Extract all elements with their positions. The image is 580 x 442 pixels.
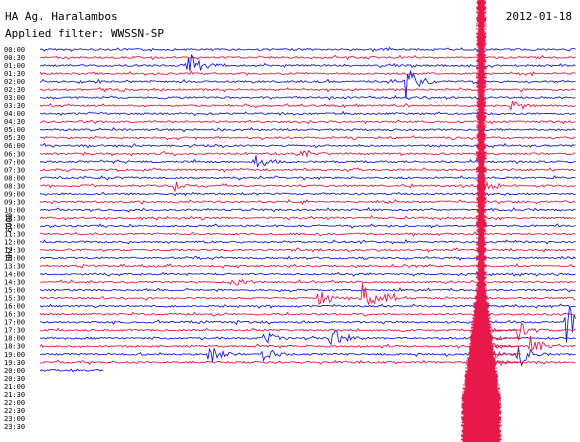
trace-row (39, 287, 576, 293)
time-label: 06:30 (4, 150, 25, 158)
time-label: 14:30 (4, 279, 25, 287)
time-label: 04:30 (4, 118, 25, 126)
time-label: 01:00 (4, 62, 25, 70)
trace-row (39, 142, 576, 149)
filter-label: Applied filter: WWSSN-SP (5, 27, 164, 40)
time-label: 09:00 (4, 190, 25, 198)
trace-row (39, 175, 576, 181)
trace-row (39, 271, 576, 277)
time-label: 13:00 (4, 255, 25, 263)
time-label: 21:00 (4, 383, 25, 391)
time-label: 07:30 (4, 166, 25, 174)
time-label: 18:30 (4, 343, 25, 351)
trace-row (39, 54, 576, 61)
trace-row (39, 135, 576, 141)
time-label: 15:00 (4, 287, 25, 295)
time-label: 06:00 (4, 142, 25, 150)
time-label: 20:30 (4, 375, 25, 383)
trace-row (39, 87, 576, 93)
time-label: 14:00 (4, 271, 25, 279)
time-label: 21:30 (4, 391, 25, 399)
time-label: 16:30 (4, 311, 25, 319)
earthquake-coda (480, 333, 522, 341)
trace-row (39, 94, 576, 101)
trace-row (40, 167, 576, 173)
time-label: 10:30 (4, 214, 25, 222)
time-label: 07:00 (4, 158, 25, 166)
trace-row (39, 70, 576, 99)
time-label: 11:00 (4, 222, 25, 230)
trace-row (39, 255, 576, 261)
time-label: 03:30 (4, 102, 25, 110)
time-label: 02:00 (4, 78, 25, 86)
time-label: 17:30 (4, 327, 25, 335)
time-label: 19:00 (4, 351, 25, 359)
trace-row (39, 110, 576, 117)
trace-row (39, 322, 576, 342)
time-label: 10:00 (4, 206, 25, 214)
earthquake-coda (480, 327, 521, 333)
trace-row (39, 311, 576, 317)
trace-row (39, 180, 576, 192)
time-label: 23:00 (4, 415, 25, 423)
trace-row (39, 191, 576, 197)
trace-row (39, 329, 576, 346)
trace-row (39, 199, 576, 205)
time-label: 05:30 (4, 134, 25, 142)
date-label: 2012-01-18 (505, 10, 572, 23)
trace-row (39, 247, 576, 253)
time-label: 16:00 (4, 303, 25, 311)
earthquake-coda (480, 350, 521, 371)
trace-row (39, 368, 104, 373)
trace-row (39, 283, 576, 306)
time-label: 13:30 (4, 263, 25, 271)
earthquake-signal (460, 0, 502, 442)
trace-row (39, 278, 576, 286)
time-label: 08:30 (4, 182, 25, 190)
time-label: 05:00 (4, 126, 25, 134)
time-label: 11:30 (4, 231, 25, 239)
trace-row (39, 119, 576, 125)
trace-row (39, 223, 576, 229)
earthquake-coda (480, 344, 522, 362)
trace-row (39, 54, 576, 72)
station-title: HA Ag. Haralambos (5, 10, 118, 23)
time-label: 03:00 (4, 94, 25, 102)
trace-row (39, 231, 576, 237)
trace-row (39, 303, 576, 309)
trace-row (39, 263, 576, 269)
time-label: 23:30 (4, 423, 25, 431)
time-label: 02:30 (4, 86, 25, 94)
trace-row (39, 214, 576, 221)
trace-row (39, 100, 576, 111)
time-label: 04:00 (4, 110, 25, 118)
trace-row (39, 149, 576, 159)
time-label: 00:00 (4, 46, 25, 54)
time-label: 15:30 (4, 295, 25, 303)
time-label: 01:30 (4, 70, 25, 78)
time-label: 12:30 (4, 247, 25, 255)
time-label: 00:30 (4, 54, 25, 62)
time-label: 17:00 (4, 319, 25, 327)
trace-row (39, 46, 576, 53)
time-label: 12:00 (4, 239, 25, 247)
trace-row (39, 155, 576, 168)
time-label: 09:30 (4, 198, 25, 206)
earthquake-coda (480, 339, 521, 350)
time-label: 22:30 (4, 407, 25, 415)
time-label: 22:00 (4, 399, 25, 407)
trace-row (39, 306, 576, 343)
time-label: 20:00 (4, 367, 25, 375)
time-label: 18:00 (4, 335, 25, 343)
trace-row (39, 70, 576, 77)
trace-row (39, 207, 576, 213)
time-label: 19:30 (4, 359, 25, 367)
time-label: 08:00 (4, 174, 25, 182)
trace-row (39, 126, 576, 133)
trace-row (39, 238, 576, 245)
